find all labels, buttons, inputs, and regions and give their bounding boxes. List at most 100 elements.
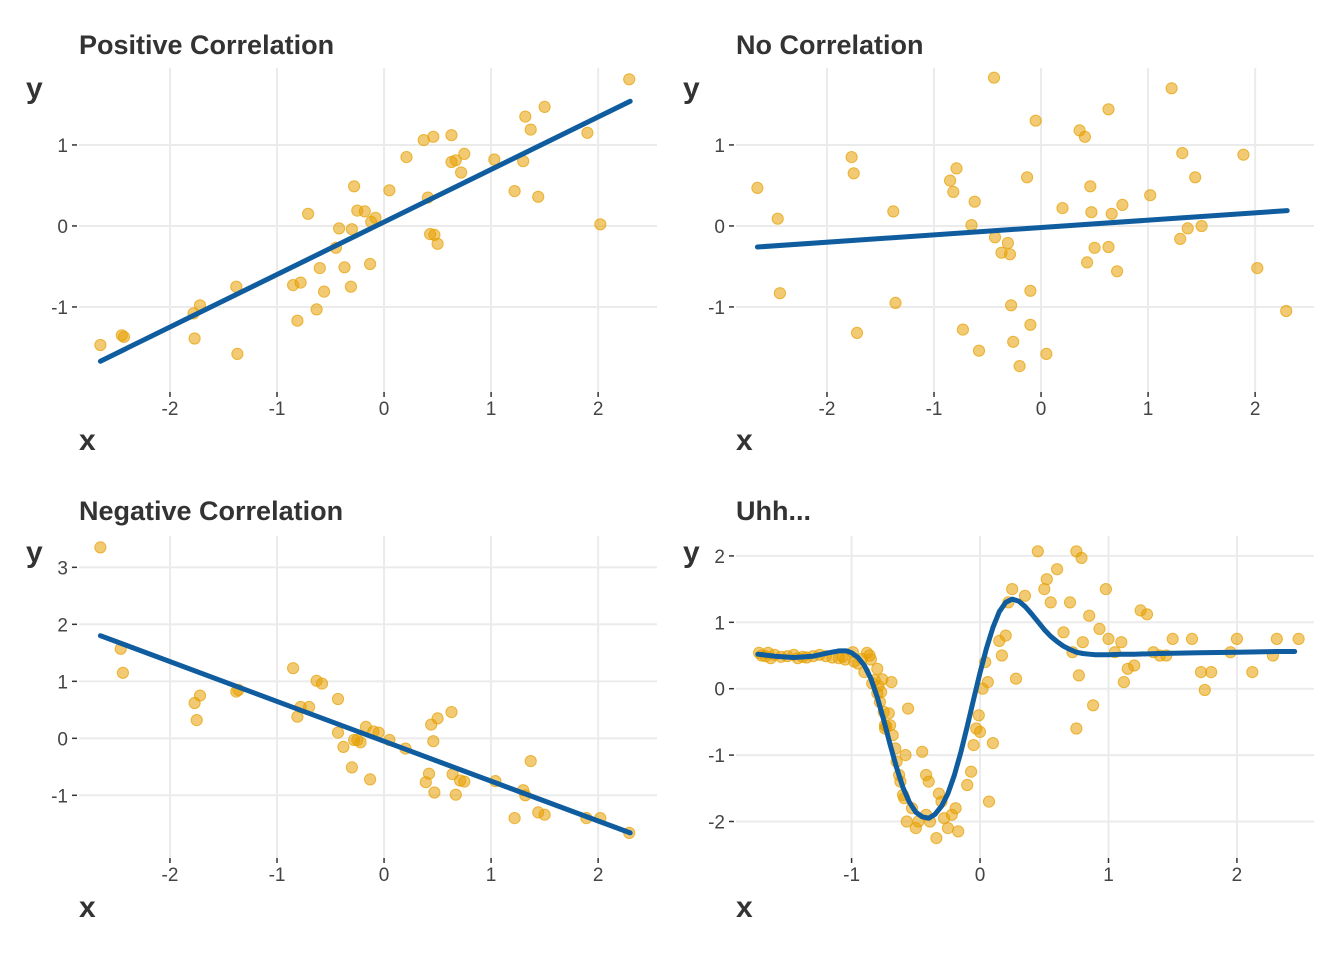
panel-no-correlation: No Correlation y x -2 -1 0 1 2 -1 0 1 bbox=[683, 30, 1314, 457]
y-tick-label: 0 bbox=[57, 729, 68, 750]
data-point bbox=[773, 287, 787, 300]
data-point bbox=[887, 205, 900, 218]
y-tick-label: 1 bbox=[57, 136, 68, 157]
data-point bbox=[1099, 583, 1113, 596]
data-point bbox=[1013, 360, 1026, 373]
data-point bbox=[941, 822, 955, 835]
x-tick-label: 0 bbox=[975, 865, 986, 886]
data-point bbox=[338, 261, 351, 274]
x-tick-label: 1 bbox=[486, 865, 497, 886]
data-point bbox=[449, 788, 462, 801]
data-point bbox=[1075, 551, 1088, 565]
panel-negative-correlation: Negative Correlation y x -2 -1 0 1 2 -1 0 1 2 3 bbox=[26, 496, 657, 924]
x-tick-label: -2 bbox=[162, 865, 179, 886]
fit-line bbox=[97, 98, 633, 364]
data-point bbox=[972, 709, 985, 722]
y-tick-label: -1 bbox=[51, 786, 68, 807]
data-point bbox=[1237, 148, 1250, 161]
data-point bbox=[1084, 180, 1097, 193]
data-point bbox=[1083, 609, 1096, 622]
data-point bbox=[999, 629, 1012, 642]
data-point bbox=[1181, 222, 1194, 235]
x-tick-label: -1 bbox=[926, 399, 943, 420]
data-point bbox=[1007, 335, 1020, 348]
data-point bbox=[117, 330, 131, 343]
plot-area: -2 -1 0 1 2 -1 0 1 bbox=[51, 68, 657, 420]
data-point bbox=[1021, 171, 1034, 184]
data-point bbox=[532, 190, 545, 203]
data-point bbox=[364, 773, 377, 786]
data-point bbox=[751, 181, 764, 194]
data-point bbox=[116, 666, 130, 679]
plot-area: -1 0 1 2 -2 -1 0 1 2 bbox=[708, 536, 1314, 886]
data-point bbox=[302, 207, 315, 220]
data-point bbox=[922, 775, 935, 788]
y-axis-ticks: -2 -1 0 1 2 bbox=[708, 547, 734, 833]
data-point bbox=[445, 129, 458, 142]
data-point bbox=[967, 739, 980, 752]
data-point bbox=[519, 110, 532, 123]
data-point bbox=[1195, 219, 1208, 233]
data-point bbox=[431, 237, 444, 250]
x-tick-label: -1 bbox=[269, 399, 286, 420]
data-point bbox=[318, 285, 331, 298]
data-point bbox=[190, 714, 203, 727]
y-axis-title: y bbox=[683, 536, 700, 569]
data-point bbox=[623, 73, 636, 86]
data-point bbox=[455, 166, 468, 179]
data-point bbox=[538, 808, 551, 821]
plot-area: -2 -1 0 1 2 -1 0 1 2 3 bbox=[51, 536, 657, 886]
data-point bbox=[1029, 114, 1042, 127]
data-point bbox=[1292, 632, 1305, 646]
y-tick-label: -1 bbox=[708, 298, 725, 319]
data-point bbox=[1189, 171, 1202, 184]
panel-title: No Correlation bbox=[736, 30, 924, 60]
x-axis-title: x bbox=[79, 891, 96, 924]
y-tick-label: 3 bbox=[57, 558, 68, 579]
x-tick-label: 0 bbox=[379, 399, 390, 420]
data-point bbox=[1076, 636, 1089, 649]
data-point bbox=[458, 147, 471, 160]
y-axis-ticks: -1 0 1 2 3 bbox=[51, 558, 77, 807]
y-tick-label: 2 bbox=[57, 615, 68, 636]
x-tick-label: -1 bbox=[843, 865, 860, 886]
data-point bbox=[965, 765, 978, 778]
data-point bbox=[949, 802, 962, 815]
data-point bbox=[1081, 256, 1094, 269]
data-point bbox=[508, 812, 521, 825]
data-point bbox=[538, 100, 551, 114]
data-point bbox=[581, 126, 594, 139]
data-point bbox=[1102, 632, 1115, 646]
data-point bbox=[972, 344, 986, 357]
y-axis-ticks: -1 0 1 bbox=[708, 136, 734, 319]
data-point bbox=[1185, 632, 1199, 646]
data-point bbox=[1115, 636, 1128, 649]
x-axis-ticks: -2 -1 0 1 2 bbox=[162, 392, 603, 420]
x-tick-label: -1 bbox=[269, 865, 286, 886]
data-point bbox=[1174, 232, 1187, 245]
x-axis-title: x bbox=[79, 424, 96, 457]
data-point bbox=[961, 778, 974, 792]
data-point bbox=[871, 662, 884, 675]
y-axis-title: y bbox=[26, 536, 43, 569]
gridlines bbox=[736, 536, 1314, 858]
data-points bbox=[751, 71, 1293, 373]
data-point bbox=[348, 180, 361, 193]
data-point bbox=[313, 262, 326, 275]
data-point bbox=[1078, 130, 1092, 143]
x-tick-label: 1 bbox=[1143, 399, 1154, 420]
y-axis-ticks: -1 0 1 bbox=[51, 136, 77, 319]
data-point bbox=[930, 832, 943, 845]
data-point bbox=[344, 280, 357, 293]
data-point bbox=[310, 303, 323, 316]
fit-line bbox=[755, 596, 1298, 821]
y-tick-label: 0 bbox=[714, 217, 725, 238]
data-point bbox=[1205, 666, 1218, 679]
data-point bbox=[315, 677, 329, 690]
x-tick-label: 2 bbox=[1232, 865, 1243, 886]
data-points bbox=[94, 73, 636, 360]
data-point bbox=[850, 326, 864, 339]
data-point bbox=[1003, 248, 1017, 261]
y-tick-label: -1 bbox=[51, 298, 68, 319]
